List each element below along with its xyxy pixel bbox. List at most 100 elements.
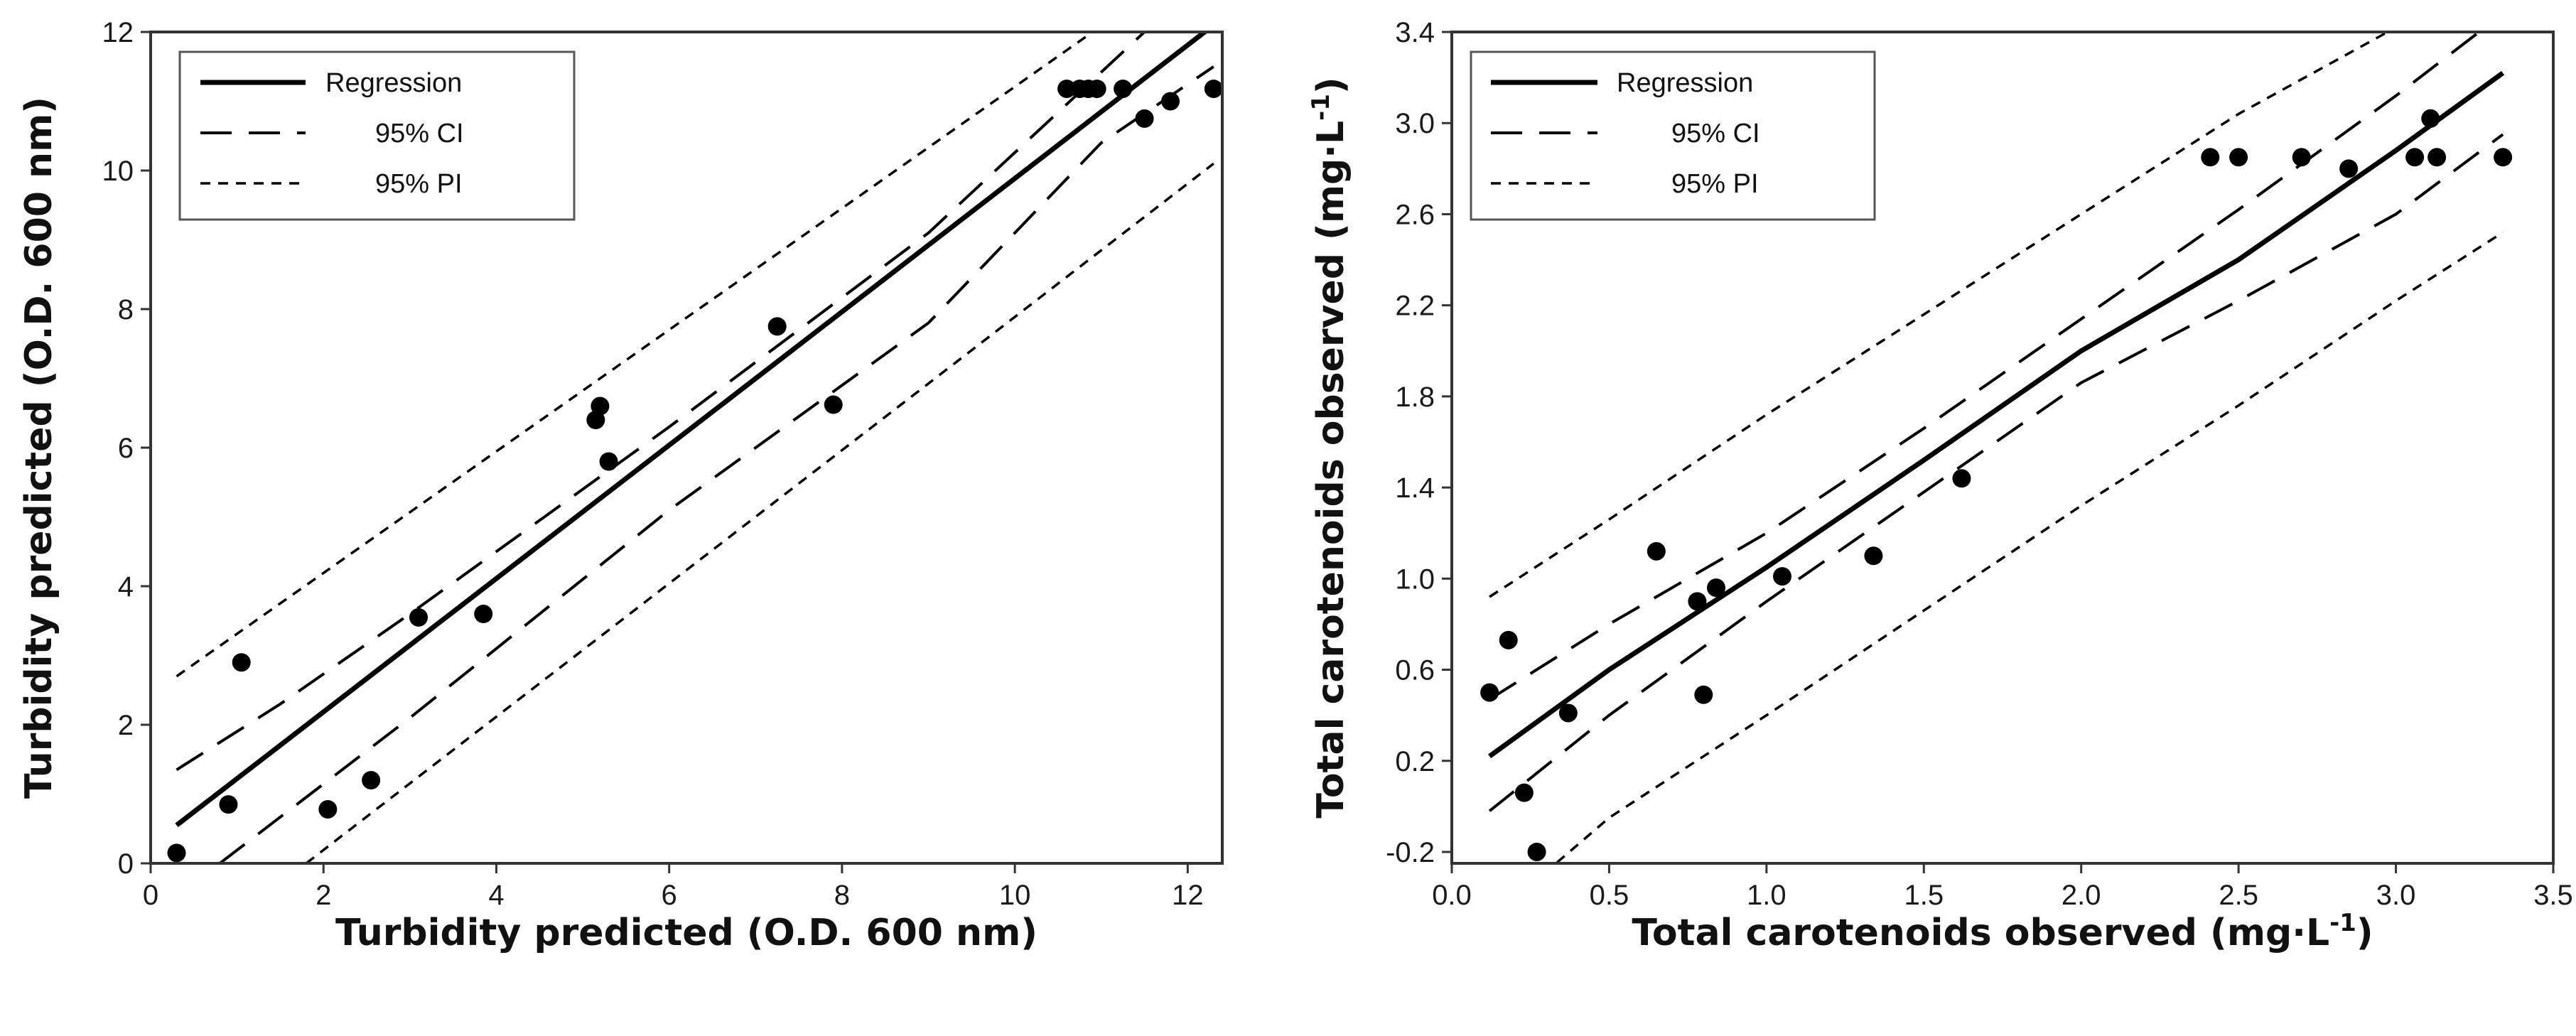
- legend: Regression 95% CI 95% PI: [1470, 50, 1876, 221]
- pi-lower-line: [1553, 231, 2504, 863]
- x-tick-label: 0.5: [1590, 880, 1629, 911]
- x-tick-label: 2.5: [2219, 880, 2258, 911]
- data-point: [1161, 92, 1180, 111]
- regression-band-lines: [175, 32, 1214, 863]
- y-tick-label: 12: [102, 17, 134, 48]
- data-point: [409, 608, 428, 627]
- data-points: [167, 79, 1223, 863]
- data-point: [1514, 783, 1534, 802]
- pi-upper-line: [176, 32, 1094, 678]
- data-point: [1135, 109, 1154, 128]
- data-point: [219, 795, 238, 814]
- x-axis-title-end: ): [2356, 912, 2373, 954]
- legend-pi-label: 95% PI: [375, 169, 463, 199]
- y-tick-label: 1.0: [1395, 563, 1435, 595]
- regression-line: [175, 32, 1209, 828]
- x-axis-title-sup: -1: [2329, 909, 2356, 937]
- plot-frame: [1450, 31, 2555, 865]
- data-point: [2229, 148, 2248, 167]
- x-tick-label: 1.0: [1747, 880, 1787, 911]
- y-tick-label: 8: [118, 294, 134, 325]
- ci-lower-line: [1488, 133, 2504, 812]
- turbidity-chart: 0 2 4 6 8 10 12 0 2 4 6 8 10 12 Regression 95% CI 95%…: [18, 17, 1224, 954]
- data-point: [824, 395, 843, 414]
- data-point: [2201, 148, 2220, 167]
- legend-ci-label: 95% CI: [1671, 119, 1760, 149]
- data-point: [318, 799, 338, 819]
- pi-lower-line: [305, 162, 1214, 863]
- data-point: [1204, 79, 1223, 98]
- legend-regression-label: Regression: [325, 68, 462, 98]
- data-point: [599, 452, 618, 471]
- ci-upper-line: [176, 32, 1146, 772]
- data-point: [1527, 842, 1546, 861]
- data-point: [1773, 567, 1791, 586]
- data-point: [767, 317, 787, 336]
- data-point: [232, 653, 251, 672]
- y-tick-label: 3.0: [1395, 108, 1435, 139]
- x-tick-label: 3.0: [2376, 880, 2416, 911]
- y-tick-label: 0.6: [1395, 655, 1435, 686]
- data-point: [1087, 79, 1106, 98]
- data-point: [586, 411, 605, 429]
- y-tick-label: 10: [102, 156, 134, 187]
- x-tick-label: 6: [662, 880, 677, 911]
- plot-frame: [149, 31, 1224, 865]
- y-tick-label: 0: [118, 848, 134, 880]
- axis-ticks: 0.0 0.5 1.0 1.5 2.0 2.5 3.0 3.5 -0.2 0.2 0.6 1.0 1.4…: [1386, 17, 2573, 911]
- y-tick-label: -0.2: [1386, 837, 1435, 868]
- data-point: [591, 396, 610, 416]
- data-point: [1499, 630, 1518, 649]
- data-point: [1707, 578, 1725, 598]
- y-tick-label: 1.8: [1395, 382, 1435, 413]
- data-point: [2494, 148, 2513, 167]
- data-point: [2427, 148, 2447, 167]
- legend-ci-label: 95% CI: [375, 119, 464, 149]
- data-point: [2339, 159, 2359, 178]
- regression-line: [1488, 70, 2505, 759]
- y-tick-label: 3.4: [1395, 17, 1435, 48]
- y-axis-title-sup: -1: [1307, 94, 1335, 121]
- data-points: [1480, 109, 2513, 861]
- data-point: [167, 843, 186, 863]
- x-tick-label: 8: [834, 880, 850, 911]
- y-tick-label: 6: [118, 433, 134, 464]
- data-point: [1558, 703, 1578, 723]
- regression-band-lines: [1488, 32, 2505, 863]
- legend-pi-label: 95% PI: [1671, 169, 1759, 199]
- legend-box: [178, 50, 576, 221]
- x-tick-label: 1.5: [1904, 880, 1944, 911]
- ci-upper-line: [1489, 32, 2482, 701]
- y-tick-label: 2.2: [1395, 291, 1435, 322]
- data-point: [362, 771, 381, 789]
- x-axis-title: Turbidity predicted (O.D. 600 nm): [335, 912, 1038, 954]
- x-axis-title-main: Total carotenoids observed (mg·L: [1632, 912, 2329, 954]
- axis-ticks: 0 2 4 6 8 10 12 0 2 4 6 8 10 12: [102, 17, 1204, 911]
- y-tick-label: 2.6: [1395, 199, 1435, 230]
- data-point: [1647, 541, 1666, 561]
- data-point: [1952, 469, 1971, 488]
- y-tick-label: 0.2: [1395, 746, 1435, 777]
- legend: Regression 95% CI 95% PI: [178, 50, 576, 221]
- data-point: [1864, 546, 1883, 566]
- data-point: [2421, 109, 2440, 128]
- pi-upper-line: [1489, 32, 2391, 598]
- data-point: [1480, 683, 1499, 702]
- x-tick-label: 2: [316, 880, 331, 911]
- data-point: [1057, 79, 1077, 98]
- y-tick-label: 1.4: [1395, 473, 1435, 504]
- x-axis-title: Total carotenoids observed (mg·L-1): [1632, 909, 2373, 954]
- carotenoids-chart: 0.0 0.5 1.0 1.5 2.0 2.5 3.0 3.5 -0.2 0.2 0.6 1.0 1.4…: [1307, 17, 2573, 954]
- y-axis-title: Turbidity predicted (O.D. 600 nm): [18, 97, 60, 799]
- data-point: [1114, 79, 1133, 98]
- x-tick-label: 10: [999, 880, 1031, 911]
- x-tick-label: 0.0: [1432, 880, 1472, 911]
- data-point: [474, 605, 493, 623]
- legend-box: [1470, 50, 1876, 221]
- ci-lower-line: [219, 65, 1214, 863]
- y-tick-label: 4: [118, 571, 134, 603]
- y-axis-title-end: ): [1310, 77, 1352, 94]
- data-point: [1694, 685, 1713, 704]
- legend-regression-label: Regression: [1617, 68, 1753, 98]
